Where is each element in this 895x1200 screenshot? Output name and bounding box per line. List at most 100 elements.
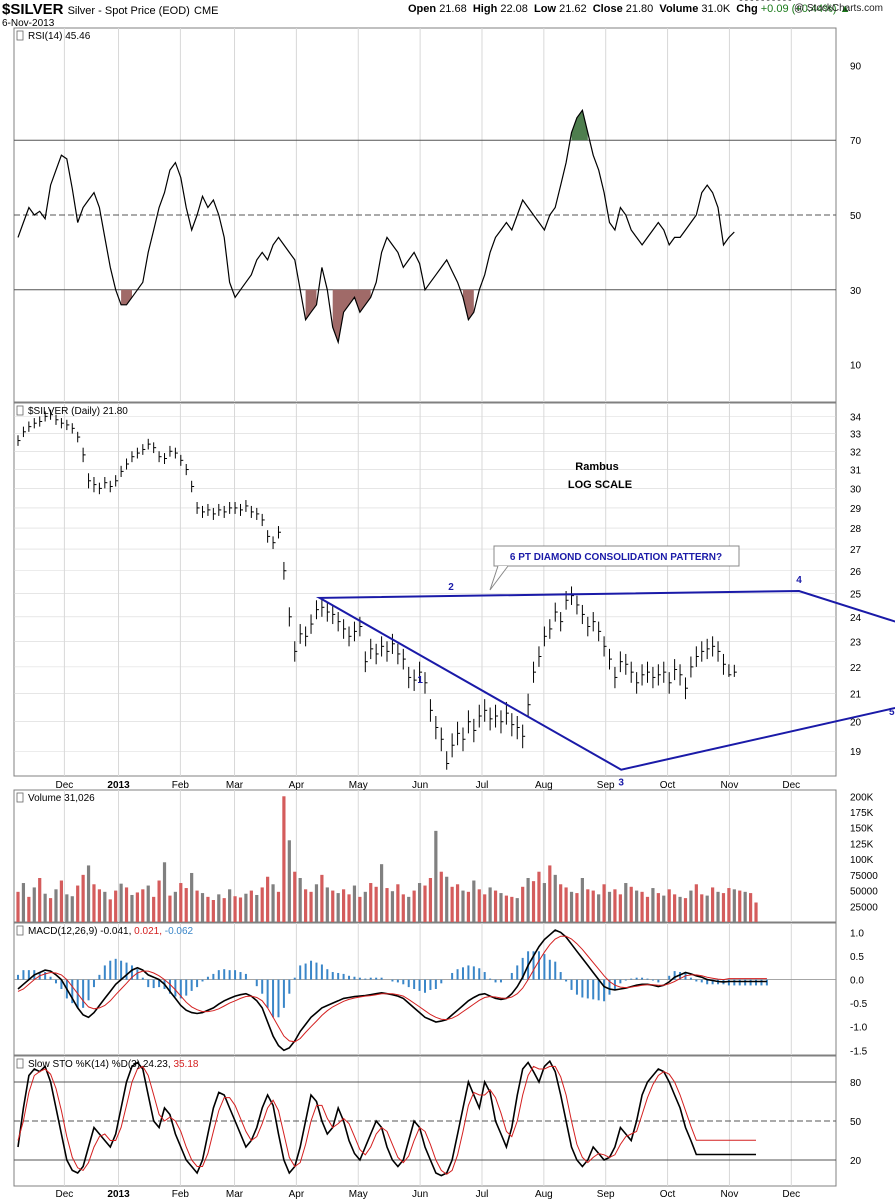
stoch-k-line [17, 1059, 756, 1177]
pattern-point-label: 5 [889, 707, 895, 718]
macd-histogram-bar [82, 979, 85, 1008]
macd-histogram-bar [239, 972, 242, 980]
macd-tick-label: 1.0 [850, 928, 864, 939]
volume-bar [624, 883, 628, 922]
volume-bar [314, 884, 319, 922]
pattern-point-label: 3 [618, 778, 624, 789]
macd-histogram-bar [299, 965, 302, 980]
macd-histogram-bar [630, 978, 633, 980]
price-tick-label: 31 [850, 466, 862, 477]
volume-bar [662, 895, 666, 922]
volume-label: Volume 31,026 [28, 793, 95, 804]
volume-bar [711, 887, 715, 922]
month-label: Apr [289, 1189, 305, 1200]
macd-histogram-bar [54, 979, 57, 984]
volume-bar [526, 878, 530, 922]
symbol: $SILVER [2, 1, 64, 18]
volume-bar [673, 894, 677, 922]
volume-bar [700, 894, 704, 922]
volume-bar [645, 896, 650, 922]
volume-bar [586, 889, 590, 922]
volume-bar [591, 890, 595, 922]
macd-histogram-bar [60, 979, 63, 989]
month-label: Jul [476, 780, 489, 791]
macd-histogram-bar [206, 976, 209, 980]
rsi-zone-fill [332, 289, 371, 343]
macd-histogram-bar [304, 963, 307, 980]
volume-bar [461, 890, 465, 922]
month-label: Feb [172, 780, 190, 791]
volume-bar [130, 894, 134, 922]
macd-histogram-bar [92, 979, 95, 988]
pattern-point-label: 4 [796, 575, 802, 586]
macd-histogram-bar [613, 979, 616, 989]
macd-histogram-bar [597, 979, 600, 1001]
volume-bar [70, 896, 74, 922]
month-label: 2013 [107, 1189, 130, 1200]
macd-tick-label: -1.5 [850, 1046, 868, 1057]
volume-bar [48, 898, 53, 922]
volume-bar [27, 896, 31, 922]
symbol-description: Silver - Spot Price (EOD) [67, 5, 190, 17]
volume-bar [358, 896, 362, 922]
volume-bar [173, 891, 177, 922]
volume-tick-label: 75000 [850, 871, 878, 882]
macd-histogram-bar [646, 978, 649, 980]
volume-tick-label: 200K [850, 792, 874, 803]
rsi-zone-fill [463, 289, 474, 320]
macd-histogram-bar [424, 979, 426, 993]
volume-bar [445, 876, 449, 922]
macd-histogram-bar [217, 970, 220, 980]
macd-histogram-bar [483, 972, 486, 980]
month-label: Mar [226, 780, 244, 791]
volume-bar [97, 889, 101, 922]
macd-histogram-bar [353, 976, 356, 980]
macd-tick-label: -0.5 [850, 999, 868, 1010]
rsi-tick-label: 30 [850, 286, 862, 297]
month-label: May [349, 1189, 368, 1200]
panel-grip-icon [16, 1058, 24, 1069]
macd-histogram-bar [244, 973, 247, 980]
price-tick-label: 27 [850, 545, 862, 556]
chg-value: +0.09 (+0.44%) [760, 3, 837, 15]
volume-bar [76, 885, 80, 922]
rsi-tick-label: 50 [850, 211, 862, 222]
price-tick-label: 23 [850, 637, 862, 648]
month-label: Oct [660, 780, 676, 791]
macd-histogram-bar [396, 979, 399, 983]
macd-signal-line [17, 935, 767, 1043]
open-label: Open [408, 3, 437, 15]
macd-histogram-bar [185, 979, 188, 996]
volume-bar [607, 891, 612, 922]
volume-bar [146, 885, 150, 922]
macd-histogram-bar [755, 979, 758, 986]
volume-bar [705, 895, 709, 922]
volume-bar [575, 893, 579, 922]
volume-bar [629, 886, 633, 922]
macd-histogram-bar [657, 979, 660, 983]
volume-bar [738, 890, 742, 922]
volume-bar [548, 865, 552, 922]
price-title: $SILVER (Daily) 21.80 [28, 406, 128, 417]
volume-bar [16, 891, 20, 922]
volume-bar [499, 893, 503, 922]
volume-bar [141, 889, 145, 922]
month-label: Sep [597, 1189, 615, 1200]
price-tick-label: 26 [850, 567, 862, 578]
macd-label-value: -0.041, [100, 926, 134, 937]
macd-histogram-bar [380, 977, 383, 980]
stoch-d-line [17, 1065, 756, 1175]
panel-frame-macd [13, 922, 837, 1056]
macd-histogram-bar [673, 971, 676, 980]
volume-tick-label: 100K [850, 855, 874, 866]
volume-bar [135, 892, 139, 922]
macd-label-value: -0.062 [165, 926, 194, 937]
symbol-title: $SILVER Silver - Spot Price (EOD) CME [2, 1, 218, 18]
volume-bar [238, 897, 243, 922]
macd-histogram-bar [559, 972, 562, 980]
macd-histogram-bar [521, 957, 524, 980]
macd-histogram-bar [22, 970, 25, 980]
annotation-log-scale: LOG SCALE [568, 479, 632, 491]
volume-bar [374, 886, 378, 922]
macd-histogram-bar [326, 969, 329, 980]
